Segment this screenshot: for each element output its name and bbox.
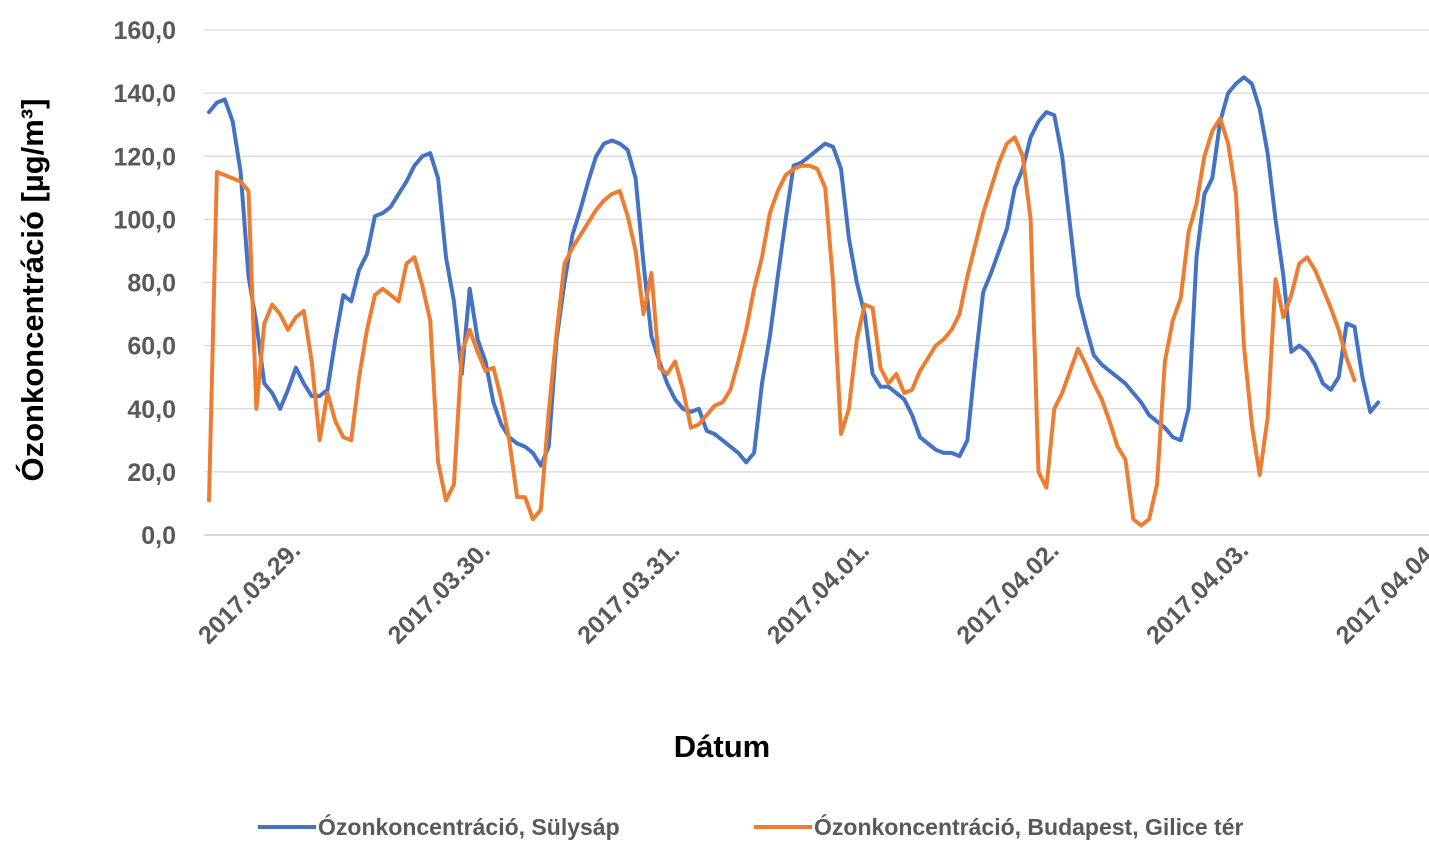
x-tick-label: 2017.04.01. bbox=[762, 536, 875, 649]
legend-entry-budapest: Ózonkoncentráció, Budapest, Gilice tér bbox=[754, 813, 1243, 840]
legend: Ózonkoncentráció, Sülysáp Ózonkoncentrác… bbox=[258, 813, 1243, 840]
series-line-budapest bbox=[207, 116, 1357, 528]
x-tick-label: 2017.03.30. bbox=[383, 536, 496, 649]
x-tick-label: 2017.04.02. bbox=[951, 536, 1064, 649]
legend-entry-sulysap: Ózonkoncentráció, Sülysáp bbox=[258, 813, 620, 840]
y-tick-label: 100,0 bbox=[113, 206, 176, 234]
y-axis-title: Ózonkoncentráció [µg/m³] bbox=[14, 99, 50, 482]
x-tick-label: 2017.04.03. bbox=[1141, 536, 1254, 649]
y-tick-label: 120,0 bbox=[113, 143, 176, 171]
y-axis-tick-labels: 0,0 20,0 40,0 60,0 80,0 100,0 120,0 140,0 160,0 bbox=[113, 17, 176, 550]
legend-label-budapest: Ózonkoncentráció, Budapest, Gilice tér bbox=[814, 813, 1243, 840]
y-tick-label: 40,0 bbox=[127, 396, 176, 424]
x-axis-title: Dátum bbox=[674, 729, 770, 764]
series-line-sulysap bbox=[207, 75, 1381, 468]
y-tick-label: 160,0 bbox=[113, 17, 176, 45]
x-tick-label: 2017.03.31. bbox=[572, 536, 685, 649]
x-axis-tick-labels: 2017.03.29. 2017.03.30. 2017.03.31. 2017.04… bbox=[193, 536, 1429, 649]
gridlines bbox=[204, 29, 1429, 536]
legend-label-sulysap: Ózonkoncentráció, Sülysáp bbox=[318, 813, 620, 840]
y-tick-label: 60,0 bbox=[127, 333, 176, 361]
x-tick-label: 2017.04.04. bbox=[1331, 536, 1429, 649]
x-tick-label: 2017.03.29. bbox=[193, 536, 306, 649]
series-lines bbox=[207, 75, 1381, 528]
y-tick-label: 80,0 bbox=[127, 270, 176, 298]
y-tick-label: 140,0 bbox=[113, 80, 176, 108]
y-tick-label: 0,0 bbox=[141, 522, 176, 550]
y-tick-label: 20,0 bbox=[127, 459, 176, 487]
